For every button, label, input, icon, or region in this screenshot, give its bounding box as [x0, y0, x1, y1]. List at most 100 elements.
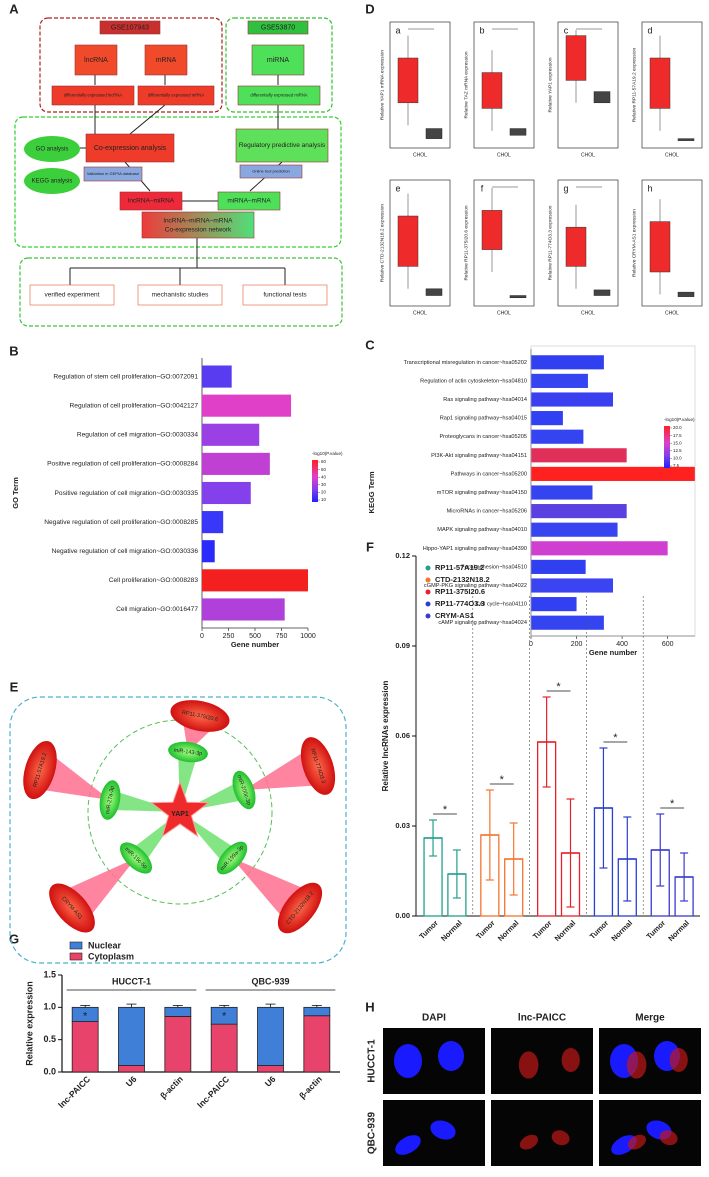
panel-label: A: [9, 1, 19, 16]
center-star: [150, 780, 210, 838]
y-tick-label: Cell migration~GO:0016477: [116, 606, 198, 613]
bar: [531, 559, 586, 574]
bar: [531, 597, 577, 612]
box: [649, 221, 671, 273]
colorbar-label: 12.5: [673, 448, 682, 453]
y-tick-label: 0.06: [395, 731, 410, 740]
plot-ylabel: Relative YAP1 expression: [547, 57, 553, 112]
workflow-node: [237, 85, 321, 106]
workflow-node: [144, 44, 188, 76]
workflow-node: [239, 164, 303, 179]
bar: [531, 355, 604, 370]
cytoplasm-signal: [519, 1134, 538, 1150]
box: [481, 210, 503, 250]
y-tick-label: Cell cycle~hsa04110: [476, 602, 527, 608]
panel-label: C: [365, 337, 375, 352]
plot-xlabel: CHOL: [665, 310, 679, 316]
box: [509, 128, 527, 136]
bar-segment: [303, 1006, 331, 1017]
column-label: DAPI: [422, 1013, 446, 1024]
box: [509, 295, 527, 299]
y-tick-label: cAMP signaling pathway~hsa04024: [438, 620, 527, 626]
box: [565, 226, 587, 267]
y-tick-label: Regulation of actin cytoskeleton~hsa0481…: [420, 378, 527, 384]
legend-swatch: [69, 952, 83, 961]
bar: [202, 452, 270, 475]
bar: [531, 429, 584, 444]
bar-segment: [71, 1021, 99, 1073]
workflow-label: Online tool prediction: [252, 169, 290, 174]
y-tick-label: 1.0: [43, 1002, 56, 1012]
center-label: YAP1: [171, 811, 189, 818]
bar-segment: [118, 1065, 145, 1073]
workflow-node: [137, 85, 215, 106]
y-axis-title: Relative expression: [24, 981, 34, 1066]
workflow-label: Regulatory predictive analysis: [239, 142, 326, 149]
bar: [531, 578, 613, 593]
x-tick-label: 500: [249, 633, 261, 640]
x-tick-label: 1000: [300, 633, 316, 640]
workflow-label: Co-expression network: [165, 227, 232, 234]
y-tick-label: Focal adhesion~hsa04510: [461, 564, 527, 570]
legend-marker: [425, 601, 431, 607]
lnc-node: [170, 700, 230, 732]
plot-xlabel: CHOL: [581, 152, 595, 158]
column-label: lnc-PAICC: [518, 1013, 566, 1024]
bar: [202, 511, 224, 534]
cytoplasm-signal: [518, 1051, 539, 1079]
legend-label: CTD-2132N18.2: [435, 575, 490, 584]
bar: [202, 423, 260, 446]
plot-letter: c: [564, 25, 569, 35]
row-label: HUCCT-1: [367, 1039, 378, 1083]
y-tick-label: Rap1 signaling pathway~hsa04015: [440, 416, 527, 422]
legend-label: CRYM-AS1: [435, 611, 474, 620]
panel-label: G: [9, 931, 19, 946]
x-tick-label: 0: [200, 633, 204, 640]
y-tick-label: mTOR signaling pathway~hsa04150: [437, 490, 527, 496]
workflow-node: [119, 191, 183, 211]
box: [425, 128, 443, 139]
bar: [531, 485, 593, 500]
x-axis-title: Gene number: [231, 640, 279, 649]
y-tick-label: Positive regulation of cell migration~GO…: [55, 490, 199, 497]
bar-segment: [303, 1015, 331, 1073]
plot-frame: [389, 21, 451, 149]
colorbar-label: 15.0: [673, 440, 682, 445]
workflow-label: lncRNA–miRNA–mRNA: [164, 218, 234, 225]
colorbar-label: 60: [321, 459, 326, 464]
plot-xlabel: CHOL: [665, 152, 679, 158]
workflow-label: KEGG analysis: [32, 179, 73, 185]
colorbar-label: 30: [321, 482, 326, 487]
box: [677, 138, 695, 141]
box: [425, 288, 443, 296]
plot-xlabel: CHOL: [497, 152, 511, 158]
lnc-node: [277, 882, 323, 934]
bar: [202, 569, 308, 592]
colorbar-label: 20.0: [673, 425, 682, 430]
plot-ylabel: Relative YAP1 mRNA expression: [379, 50, 385, 121]
panel-label: B: [9, 343, 18, 358]
workflow-node: [24, 168, 80, 194]
cytoplasm-signal: [551, 1130, 570, 1146]
bar: [531, 522, 618, 537]
y-tick-label: Regulation of stem cell proliferation~GO…: [53, 373, 198, 380]
workflow-label: differentially expressed lncRNA: [64, 93, 122, 98]
mirna-node: [216, 841, 248, 875]
mirna-label: miR-27a-3p: [105, 785, 116, 814]
workflow-label: functional tests: [263, 292, 307, 299]
colorbar-label: 40: [321, 474, 326, 479]
bar-segment: [164, 1015, 192, 1073]
panel-label: F: [366, 539, 374, 554]
y-tick-label: 0.12: [395, 551, 410, 560]
plot-frame: [473, 179, 535, 307]
bar: [531, 504, 627, 519]
y-tick-label: MicroRNAs in cancer~hsa05206: [447, 509, 527, 515]
mirna-node: [168, 741, 208, 763]
bar-segment: [257, 1006, 284, 1066]
colorbar-label: 17.5: [673, 433, 682, 438]
y-tick-label: 1.5: [43, 969, 56, 979]
workflow-node: [51, 85, 135, 106]
y-tick-label: 0.09: [395, 641, 410, 650]
y-tick-label: PI3K-Akt signaling pathway~hsa04151: [431, 453, 527, 459]
